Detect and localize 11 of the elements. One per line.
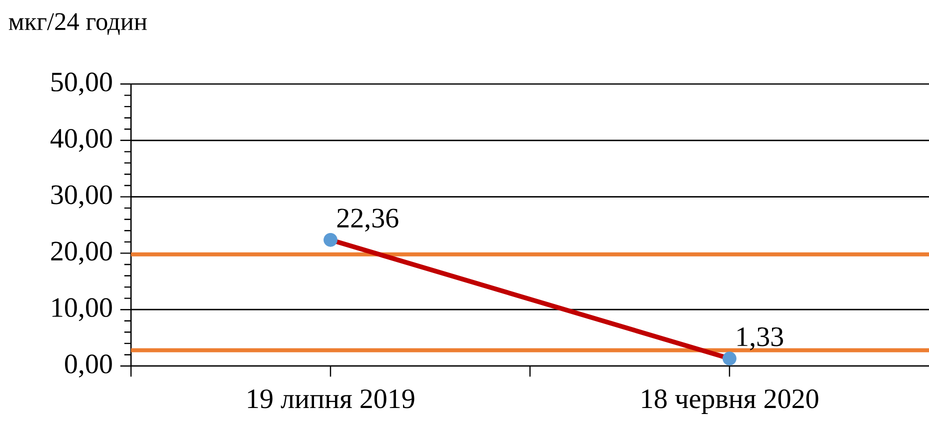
data-label: 1,33 [738, 327, 784, 350]
y-tick-label: 20,00 [51, 242, 112, 265]
y-tick-label: 10,00 [52, 298, 112, 322]
x-tick-label: 19 липня 2019 [248, 389, 414, 408]
y-tick-label: 40,00 [50, 128, 112, 152]
y-tick-label: 30,00 [51, 185, 112, 208]
y-axis-title: мкг/24 годин [8, 13, 147, 35]
data-label: 22,36 [337, 208, 398, 232]
y-tick-label: 0,00 [65, 354, 112, 378]
x-tick-label: 18 червня 2020 [642, 389, 818, 414]
y-tick-label: 50,00 [52, 72, 112, 96]
